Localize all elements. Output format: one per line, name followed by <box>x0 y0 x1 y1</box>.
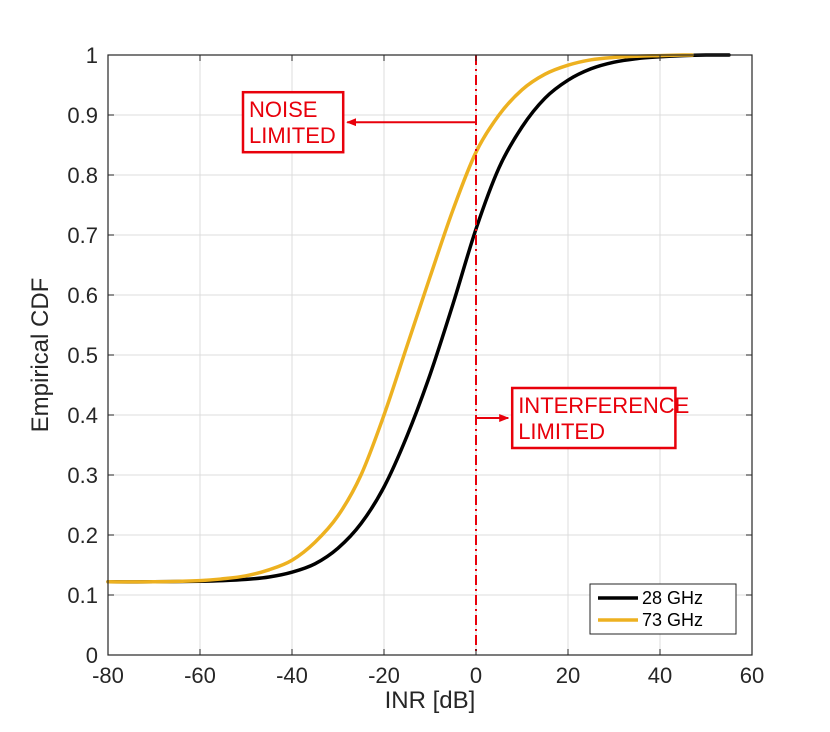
x-axis-title: INR [dB] <box>385 687 476 714</box>
x-tick-label: -80 <box>92 663 124 688</box>
axis-ticks: -80 -60 -40 -20 0 20 40 60 0 0.1 0.2 0.3 0.4 0.5 0.6 0.… <box>67 43 764 688</box>
y-tick-label: 0.7 <box>67 223 98 248</box>
x-tick-label: -40 <box>276 663 308 688</box>
noise-label-line: NOISE <box>249 97 317 122</box>
y-axis-title: Empirical CDF <box>27 278 54 433</box>
y-tick-label: 0.5 <box>67 343 98 368</box>
interference-label-line: INTERFERENCE <box>518 393 689 418</box>
legend-label: 73 GHz <box>642 610 703 630</box>
x-tick-label: 0 <box>470 663 482 688</box>
y-tick-label: 0.3 <box>67 463 98 488</box>
interference-box <box>510 386 677 450</box>
y-tick-label: 1 <box>86 43 98 68</box>
y-tick-label: 0.4 <box>67 403 98 428</box>
series-layer <box>106 53 731 584</box>
x-tick-label: 60 <box>740 663 764 688</box>
series-line-73-ghz <box>106 53 694 584</box>
x-tick-label: 40 <box>648 663 672 688</box>
y-tick-label: 0.6 <box>67 283 98 308</box>
y-tick-label: 0.9 <box>67 103 98 128</box>
noise-label-line: LIMITED <box>249 123 336 148</box>
y-tick-label: 0.8 <box>67 163 98 188</box>
series-line-28-ghz <box>106 53 731 584</box>
interference-label-line: LIMITED <box>518 419 605 444</box>
noise-box <box>241 90 345 154</box>
y-tick-label: 0.1 <box>67 583 98 608</box>
x-tick-label: -20 <box>368 663 400 688</box>
x-tick-label: -60 <box>184 663 216 688</box>
y-tick-label: 0 <box>86 643 98 668</box>
x-tick-label: 20 <box>556 663 580 688</box>
legend-box <box>589 583 737 635</box>
legend-label: 28 GHz <box>642 588 703 608</box>
y-tick-label: 0.2 <box>67 523 98 548</box>
